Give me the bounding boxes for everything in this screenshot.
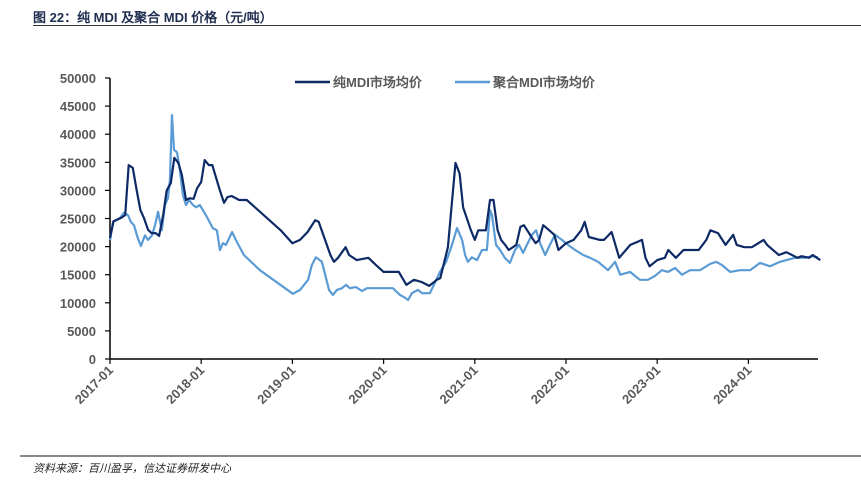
x-tick-label: 2020-01 (345, 363, 389, 407)
title-divider (33, 25, 861, 26)
source-divider (20, 455, 861, 457)
plot-lines (108, 114, 821, 302)
y-tick-label: 30000 (60, 183, 96, 198)
y-axis: 0 5000 10000 15000 20000 25000 30000 35000 40000… (60, 71, 111, 367)
y-tick-label: 50000 (60, 71, 96, 86)
y-tick-label: 15000 (60, 268, 96, 283)
y-tick-label: 40000 (60, 127, 96, 142)
x-tick-label: 2022-01 (528, 363, 572, 407)
legend: 纯MDI市场均价 聚合MDI市场均价 (295, 75, 596, 90)
x-tick-label: 2023-01 (619, 363, 663, 407)
y-tick-label: 45000 (60, 99, 96, 114)
y-tick-label: 5000 (67, 324, 96, 339)
y-tick-label: 35000 (60, 155, 96, 170)
figure-title: 图 22：纯 MDI 及聚合 MDI 价格（元/吨） (33, 10, 273, 25)
x-tick-label: 2019-01 (254, 363, 298, 407)
y-tick-label: 0 (89, 352, 96, 367)
legend-label-polymeric-mdi: 聚合MDI市场均价 (492, 75, 596, 90)
x-tick-label: 2017-01 (72, 363, 116, 407)
y-tick-label: 20000 (60, 240, 96, 255)
series-line-polymeric-mdi (108, 114, 819, 302)
y-tick-label: 10000 (60, 296, 96, 311)
y-tick-label: 25000 (60, 212, 96, 227)
x-tick-label: 2018-01 (163, 363, 207, 407)
x-tick-label: 2024-01 (710, 363, 754, 407)
series-line-pure-mdi (108, 156, 821, 287)
legend-label-pure-mdi: 纯MDI市场均价 (333, 75, 423, 90)
x-tick-label: 2021-01 (437, 363, 481, 407)
source-note: 资料来源：百川盈孚，信达证券研发中心 (33, 462, 231, 475)
x-axis: 2017-01 2018-01 2019-01 2020-01 2021-01 2022-… (72, 358, 818, 407)
